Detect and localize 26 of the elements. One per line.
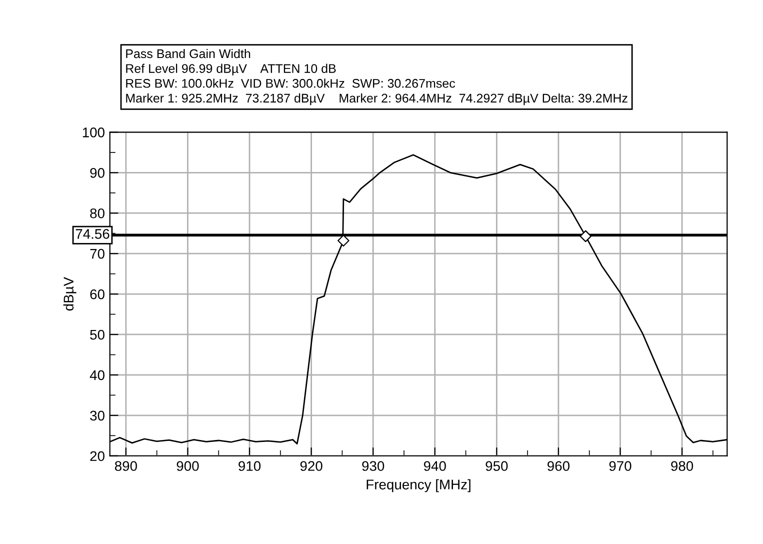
text: Marker 1: 925.2MHz 73.2187 dBµV Marker 2: 964.4MHz 74.2927 dBµV Delta: 39.2MHz — [126, 93, 628, 106]
text: RES BW: 100.0kHz VID BW: 300.0kHz SWP: 30.267msec — [126, 78, 456, 88]
chart-title: Pass Band Gain Width — [126, 48, 250, 58]
ref-line-label: 74.56 — [76, 229, 110, 239]
y-axis-title: dBµV — [63, 276, 76, 311]
x-tick-label: 930 — [362, 461, 384, 471]
x-tick-label: 940 — [424, 461, 446, 471]
x-tick-label: 890 — [114, 461, 137, 471]
y-tick-label: 40 — [90, 370, 104, 380]
y-tick-label: 90 — [90, 168, 104, 178]
x-tick-label: 900 — [176, 461, 199, 471]
y-tick-label: 20 — [90, 451, 104, 462]
y-tick-label: 80 — [90, 208, 104, 218]
x-tick-label: 910 — [238, 461, 261, 471]
x-axis-title: Frequency [MHz] — [366, 479, 470, 492]
y-tick-label: 100 — [82, 128, 104, 138]
x-tick-label: 980 — [671, 461, 694, 471]
y-tick-label: 30 — [90, 410, 104, 421]
x-tick-label: 960 — [548, 461, 570, 471]
x-tick-label: 920 — [300, 461, 322, 471]
y-tick-label: 70 — [90, 248, 104, 259]
y-tick-label: 50 — [90, 330, 104, 340]
y-tick-label: 60 — [90, 289, 104, 300]
text: Ref Level 96.99 dBµV ATTEN 10 dB — [126, 64, 336, 76]
x-tick-label: 970 — [609, 461, 632, 471]
x-tick-label: 950 — [486, 461, 508, 471]
